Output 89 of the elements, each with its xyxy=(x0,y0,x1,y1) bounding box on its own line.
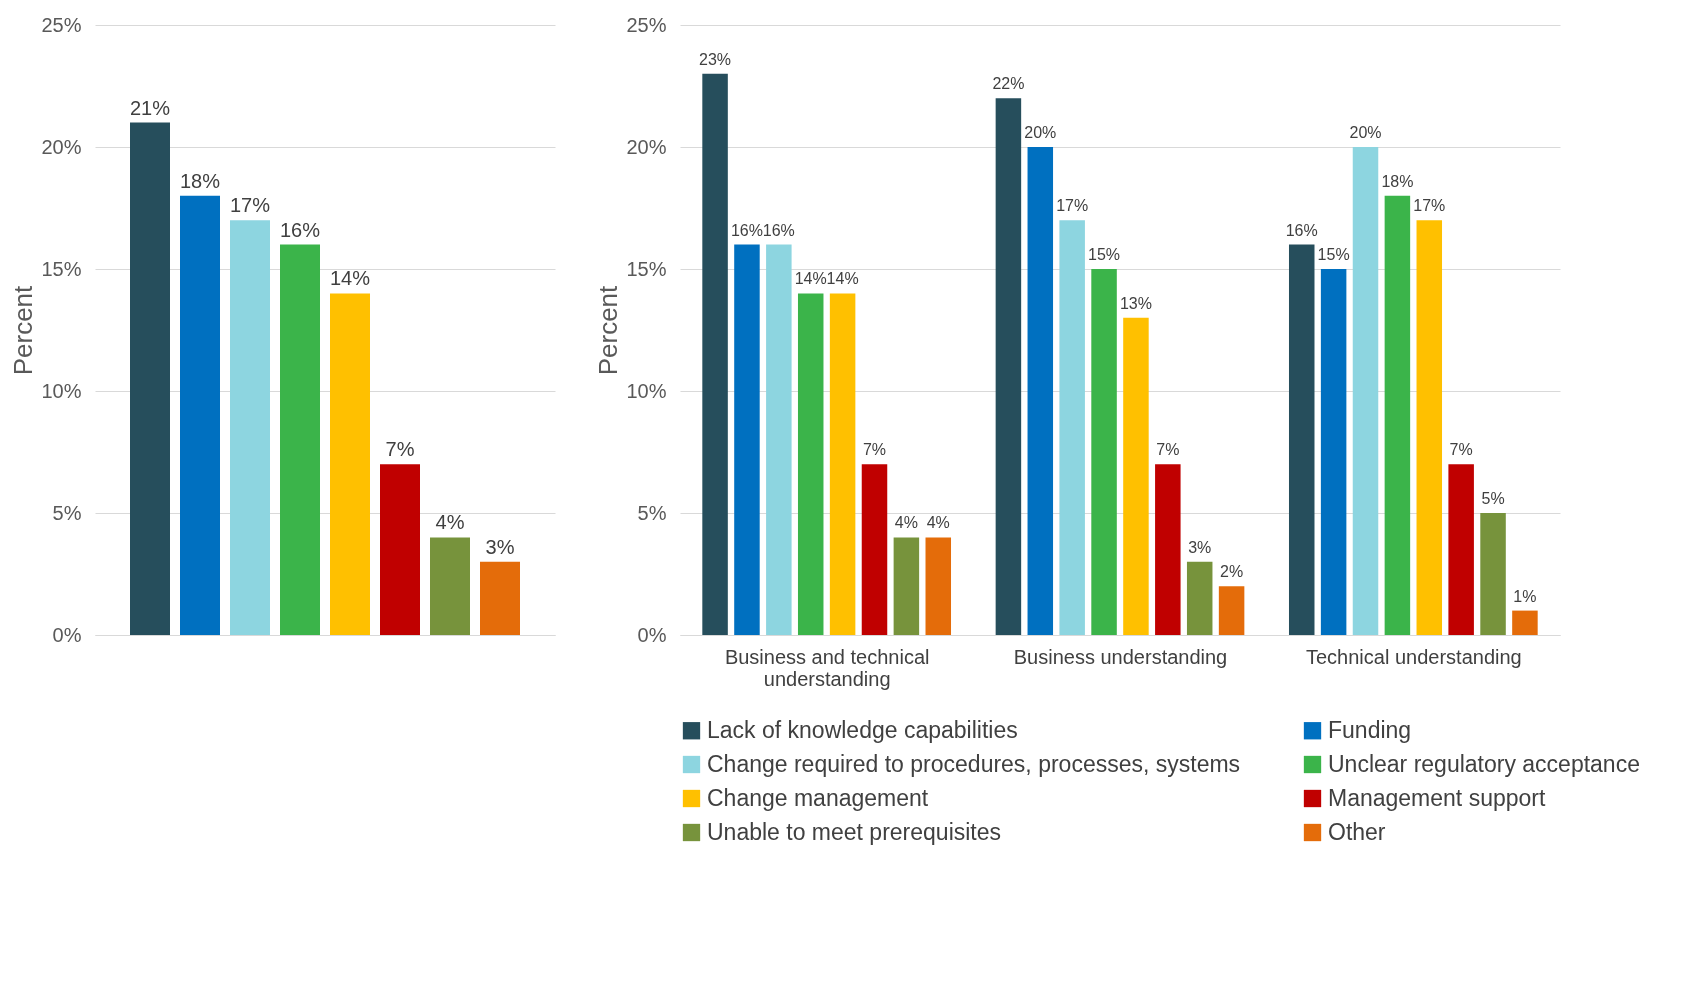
bar xyxy=(330,293,370,635)
x-tick-label: Business and technical understanding xyxy=(724,645,930,690)
data-label: 16% xyxy=(730,221,763,239)
bar xyxy=(1186,561,1213,635)
data-label: 17% xyxy=(1413,197,1446,215)
bar xyxy=(1218,586,1245,635)
y-tick-label: 10% xyxy=(626,379,667,402)
data-label: 18% xyxy=(1381,172,1414,190)
bar xyxy=(861,464,888,635)
data-label: 13% xyxy=(1119,294,1152,312)
data-label: 7% xyxy=(1156,441,1180,459)
data-label: 15% xyxy=(1317,246,1350,263)
legend-label: Unable to meet prerequisites xyxy=(707,818,1002,845)
bar xyxy=(1123,317,1149,635)
bar xyxy=(1416,220,1443,635)
y-axis-title: Percent xyxy=(8,284,39,376)
y-tick-label: 15% xyxy=(41,257,82,280)
y-tick-label: 0% xyxy=(52,623,82,646)
legend-label: Other xyxy=(1328,818,1386,845)
bar xyxy=(766,244,792,635)
legend-label: Change management xyxy=(707,784,929,811)
data-label: 16% xyxy=(762,221,795,239)
data-label: 21% xyxy=(129,96,171,119)
data-label: 17% xyxy=(229,194,271,217)
bar xyxy=(430,537,470,635)
y-axis-title: Percent xyxy=(593,284,624,376)
y-tick-label: 25% xyxy=(626,13,667,36)
bar xyxy=(380,464,420,635)
bar xyxy=(1155,464,1181,635)
legend-label: Funding xyxy=(1328,716,1412,743)
bar xyxy=(829,293,856,635)
data-label: 7% xyxy=(1449,441,1473,459)
bar xyxy=(1288,244,1315,635)
data-label: 16% xyxy=(279,218,321,241)
bar xyxy=(1448,464,1474,635)
data-label: 5% xyxy=(1481,490,1505,507)
data-label: 18% xyxy=(179,169,221,192)
bar xyxy=(734,244,760,635)
legend-label: Unclear regulatory acceptance xyxy=(1328,750,1640,777)
bar xyxy=(1480,513,1506,635)
data-label: 17% xyxy=(1056,197,1089,215)
data-label: 2% xyxy=(1220,563,1244,581)
y-tick-label: 25% xyxy=(41,13,82,36)
data-label: 22% xyxy=(992,75,1025,93)
y-tick-label: 5% xyxy=(52,501,82,524)
bar xyxy=(1512,610,1538,635)
data-label: 3% xyxy=(485,535,515,558)
bar xyxy=(130,122,170,635)
bar xyxy=(925,537,952,635)
data-label: 4% xyxy=(926,514,950,532)
data-label: 23% xyxy=(699,50,732,68)
y-tick-label: 20% xyxy=(626,135,667,158)
bar xyxy=(1091,269,1117,635)
data-label: 1% xyxy=(1513,587,1537,605)
bar xyxy=(480,561,520,635)
legend-label: Management support xyxy=(1328,784,1546,811)
bar xyxy=(180,195,220,635)
bar xyxy=(280,244,320,635)
bar xyxy=(797,293,824,635)
x-tick-label: Technical understanding xyxy=(1305,645,1522,668)
bar xyxy=(995,98,1022,635)
bar xyxy=(1320,269,1347,635)
bar xyxy=(230,220,270,635)
x-tick-label: Business understanding xyxy=(1013,645,1228,668)
y-tick-label: 15% xyxy=(626,257,667,280)
data-label: 7% xyxy=(385,438,415,461)
bar xyxy=(1352,147,1379,635)
data-label: 14% xyxy=(794,270,827,288)
data-label: 20% xyxy=(1024,124,1057,141)
bar xyxy=(1059,220,1085,635)
y-tick-label: 0% xyxy=(637,623,667,646)
y-tick-label: 20% xyxy=(41,135,82,158)
data-label: 14% xyxy=(329,267,371,290)
bar xyxy=(1027,147,1054,635)
bar xyxy=(893,537,920,635)
legend-label: Change required to procedures, processes, systems xyxy=(707,750,1241,777)
data-label: 16% xyxy=(1285,221,1318,239)
data-label: 3% xyxy=(1188,538,1212,556)
bar xyxy=(702,73,728,635)
data-label: 4% xyxy=(894,514,918,532)
data-label: 20% xyxy=(1349,124,1382,141)
data-label: 14% xyxy=(826,270,859,288)
data-label: 4% xyxy=(435,511,465,534)
data-label: 15% xyxy=(1088,246,1121,263)
y-tick-label: 10% xyxy=(41,379,82,402)
legend-label: Lack of knowledge capabilities xyxy=(707,716,1018,743)
bar xyxy=(1384,195,1411,635)
y-tick-label: 5% xyxy=(637,501,667,524)
data-label: 7% xyxy=(862,441,887,459)
